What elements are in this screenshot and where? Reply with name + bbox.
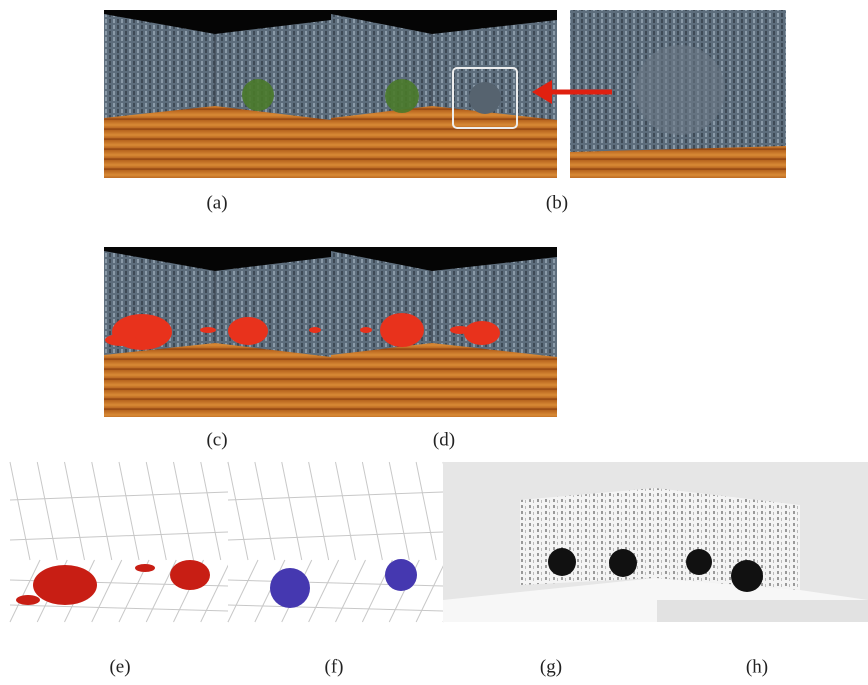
panel-label: (b) (546, 192, 568, 213)
wire (91, 461, 113, 561)
panel-label: (c) (206, 429, 227, 450)
black-disc (686, 549, 712, 575)
blue-sphere (385, 559, 417, 591)
panel-label: (g) (540, 656, 562, 677)
wire (335, 559, 366, 623)
wire (36, 461, 58, 561)
hidden-sphere (469, 82, 501, 114)
wire-bg (228, 462, 443, 622)
highlight-box (452, 67, 518, 129)
red-blob (105, 334, 137, 346)
red-mesh (16, 595, 40, 605)
wire (9, 604, 229, 612)
wire (200, 559, 232, 623)
zoom-floor (570, 146, 786, 178)
wire (227, 491, 444, 501)
ceiling (104, 10, 331, 34)
wire (9, 461, 31, 561)
ceiling (331, 10, 557, 34)
wire (9, 531, 229, 541)
wire (335, 461, 356, 561)
ceiling (104, 247, 331, 271)
wire (64, 461, 85, 561)
wire (308, 461, 330, 561)
wire (227, 559, 259, 623)
red-blob (200, 327, 216, 333)
wire (227, 461, 249, 561)
red-blob (464, 321, 500, 345)
wire (200, 461, 222, 561)
panel-label: (h) (746, 656, 768, 677)
red-mesh (33, 565, 97, 605)
zoom-sphere (635, 45, 725, 135)
blue-sphere (270, 568, 310, 608)
red-blob (450, 326, 470, 334)
mask-floor-right (657, 600, 868, 622)
wire (415, 559, 447, 623)
black-disc (731, 560, 763, 592)
wire (118, 461, 140, 561)
green-sphere (242, 79, 274, 111)
ceiling (331, 247, 557, 271)
panel-label: (e) (109, 656, 130, 677)
black-disc (548, 548, 576, 576)
panel-label: (a) (206, 192, 227, 213)
panel-label: (f) (325, 656, 344, 677)
wire (227, 531, 444, 541)
arrow-head (532, 80, 552, 104)
wire (173, 461, 194, 561)
red-blob (380, 313, 424, 347)
wire (415, 461, 437, 561)
red-blob (228, 317, 268, 345)
wire (361, 461, 383, 561)
wire (9, 491, 229, 501)
panel-label: (d) (433, 429, 455, 450)
wire (254, 559, 286, 623)
floor (331, 106, 557, 178)
red-mesh (135, 564, 155, 572)
wire (388, 461, 410, 561)
floor (104, 343, 331, 417)
wire (254, 461, 276, 561)
green-sphere (385, 79, 419, 113)
wire (145, 461, 167, 561)
red-blob (360, 327, 372, 333)
wire (9, 559, 41, 623)
mask-wall (520, 488, 800, 590)
red-blob (309, 327, 321, 333)
black-disc (609, 549, 637, 577)
wire (308, 559, 340, 623)
red-mesh (170, 560, 210, 590)
floor (331, 343, 557, 417)
wire (91, 559, 123, 623)
floor (104, 106, 331, 178)
wire (281, 461, 303, 561)
wire (227, 604, 444, 612)
